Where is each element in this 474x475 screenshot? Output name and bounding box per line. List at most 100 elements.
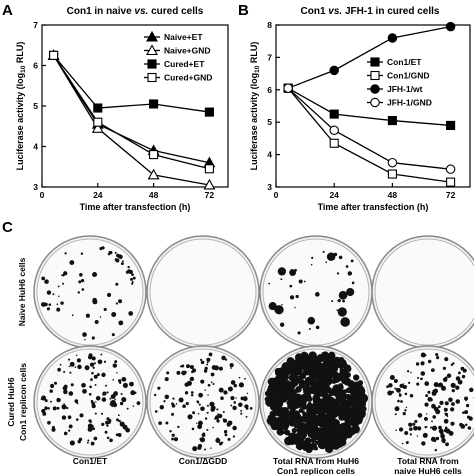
- colony-dot: [395, 429, 397, 432]
- colony-dot: [425, 413, 428, 415]
- colony-dot: [185, 401, 189, 406]
- chart-b-series-jfh-1-gnd-point: [387, 157, 398, 168]
- colony-dot: [134, 391, 137, 394]
- colony-dot: [325, 358, 334, 367]
- chart-b-series-jfh-1-gnd-point: [445, 164, 456, 174]
- colony-dot: [87, 439, 90, 442]
- colony-dot: [294, 268, 297, 272]
- panel-a-title-part-3: cured cells: [148, 6, 203, 17]
- colony-dot: [439, 400, 444, 405]
- colony-dot: [212, 426, 214, 429]
- row-label: Naive HuH6 cells: [17, 257, 27, 326]
- colony-dot: [199, 358, 203, 361]
- panel-a-title-part-1: Con1 in naive: [67, 6, 135, 17]
- colony-dot: [92, 427, 96, 431]
- colony-dot: [338, 290, 348, 300]
- colony-dot: [222, 418, 228, 423]
- colony-dot: [115, 282, 119, 286]
- colony-dot: [230, 367, 232, 369]
- chart-a-y-tick-label: 7: [33, 20, 38, 30]
- colony-dot: [431, 420, 433, 423]
- chart-a-x-tick-label: 72: [205, 190, 215, 200]
- colony-dot: [218, 366, 223, 371]
- colony-dot: [106, 292, 112, 297]
- colony-dot: [56, 307, 61, 312]
- colony-dot: [68, 424, 73, 429]
- colony-dot: [322, 431, 332, 441]
- chart-a-series-cured-gnd-point: [49, 50, 59, 60]
- plate-well: [36, 348, 144, 456]
- colony-dot: [399, 384, 402, 387]
- colony-dot: [64, 252, 67, 255]
- colony-dot: [297, 331, 301, 335]
- colony-dot: [209, 401, 215, 407]
- colony-dot: [63, 271, 68, 276]
- colony-dot: [131, 273, 134, 276]
- colony-dot: [416, 382, 420, 386]
- colony-dot: [128, 311, 134, 316]
- colony-dot: [57, 367, 61, 372]
- colony-dot: [285, 390, 292, 397]
- colony-dot: [71, 314, 74, 317]
- chart-a-legend-label: Cured+ET: [164, 59, 205, 69]
- colony-dot: [91, 371, 94, 375]
- colony-dot: [230, 404, 233, 407]
- colony-dot: [340, 429, 345, 435]
- colony-dot: [197, 420, 203, 426]
- colony-dot: [116, 253, 120, 258]
- colony-dot: [452, 362, 455, 365]
- colony-dot: [408, 422, 413, 427]
- chart-b-series-jfh-1-wt-point: [445, 21, 456, 32]
- colony-dot: [288, 386, 295, 393]
- colony-dot: [420, 352, 426, 358]
- colony-dot: [76, 402, 79, 405]
- colony-dot: [56, 406, 60, 410]
- colony-dot: [426, 383, 429, 386]
- colony-dot: [89, 385, 92, 389]
- colony-dot: [450, 407, 455, 412]
- colony-dot: [455, 385, 460, 390]
- panel-b-title-part-2: vs.: [328, 6, 342, 17]
- chart-b-y-tick-label: 8: [267, 20, 272, 30]
- colony-dot: [294, 388, 299, 393]
- chart-b-x-tick-label: 72: [446, 190, 456, 200]
- panel-b-title-part-1: Con1: [301, 6, 329, 17]
- chart-b-legend-label: JFH-1/wt: [387, 84, 423, 94]
- colony-dot: [342, 299, 345, 303]
- colony-dot: [130, 390, 136, 396]
- colony-dot: [303, 367, 308, 371]
- colony-dot: [313, 421, 319, 427]
- colony-dot: [313, 380, 321, 388]
- colony-dot: [322, 351, 329, 358]
- colony-dot: [171, 412, 175, 416]
- colony-dot: [304, 423, 312, 431]
- colony-dot: [440, 385, 447, 391]
- colony-dot: [400, 400, 403, 403]
- colony-dot: [293, 413, 302, 421]
- colony-dot: [65, 389, 68, 392]
- colony-dot: [171, 433, 175, 437]
- colony-dot: [95, 395, 101, 401]
- plate-grid: [33, 235, 474, 459]
- colony-dot: [446, 415, 449, 418]
- colony-dot: [57, 285, 60, 288]
- colony-dot: [347, 271, 353, 276]
- colony-dot: [389, 375, 395, 381]
- colony-dot: [59, 363, 62, 366]
- colony-dot: [274, 381, 283, 390]
- colony-dot: [337, 372, 347, 382]
- chart-a-series-cured-gnd-point: [149, 150, 159, 160]
- colony-dot: [125, 427, 130, 433]
- colony-dot: [413, 425, 418, 431]
- colony-dot: [387, 390, 393, 396]
- colony-dot: [230, 396, 235, 401]
- colony-dot: [303, 379, 312, 388]
- chart-b-y-axis-label: Luciferase activity (log10 RLU): [249, 42, 261, 171]
- colony-dot: [333, 388, 340, 395]
- colony-dot: [308, 443, 314, 449]
- colony-dot: [317, 407, 325, 416]
- colony-dot: [171, 402, 174, 406]
- colony-dot: [402, 383, 405, 385]
- colony-dot: [81, 288, 85, 291]
- colony-dot: [103, 307, 107, 312]
